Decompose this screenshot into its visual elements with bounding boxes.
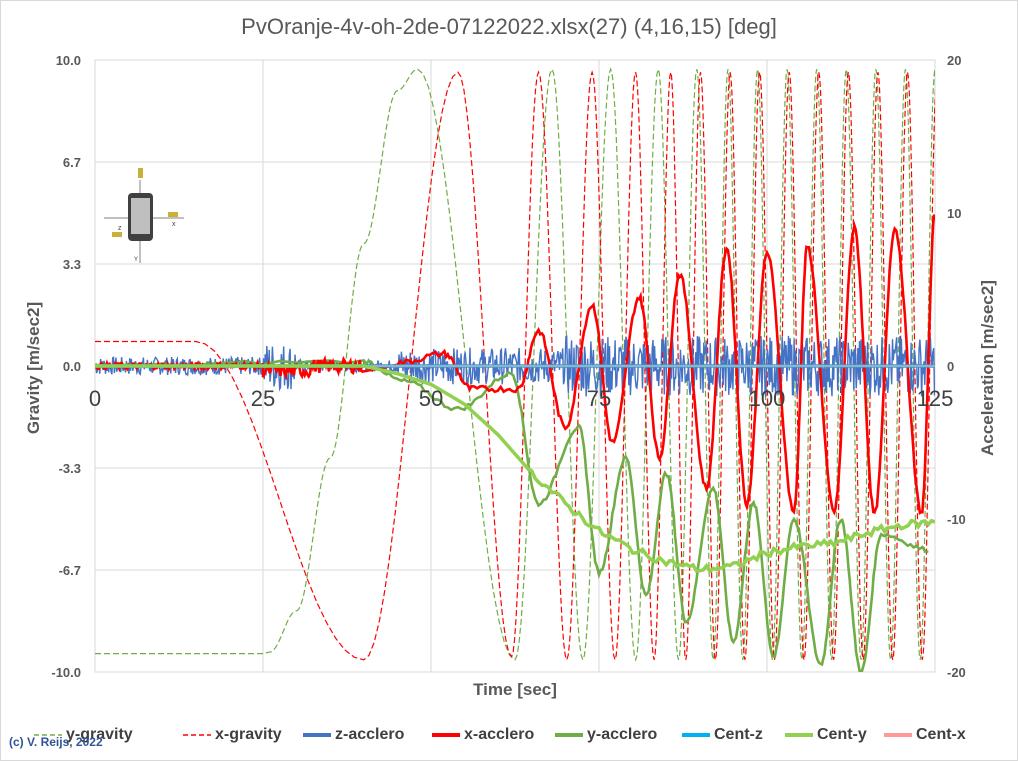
y-tick-label: -6.7 [59,563,81,578]
x-tick-label: 0 [89,386,101,411]
y-tick-label: 0.0 [63,359,81,374]
legend-item-x-gravity: x-gravity [183,724,282,746]
legend-item-cent-x: Cent-x [884,724,966,746]
legend-item-y-acclero: y-acclero [555,724,657,746]
y-acclero-line [95,358,929,672]
series-group [95,66,935,672]
legend-label: x-gravity [215,726,282,743]
legend-swatch [682,733,710,737]
legend-swatch [884,733,912,737]
legend-label: Cent-x [916,726,966,743]
legend-item-cent-y: Cent-y [785,724,867,746]
x-tick-label: 25 [251,386,275,411]
y-axis-title: Gravity [m/sec2] [24,301,43,435]
legend-label: Cent-y [817,726,867,743]
legend-swatch [34,734,62,736]
y-tick-label: 10.0 [56,53,81,68]
x-tick-label: 100 [749,386,786,411]
y-tick-label: -3.3 [59,461,81,476]
svg-text:Y: Y [134,257,138,263]
y2-tick-label: -20 [947,665,966,680]
legend-label: z-acclero [335,726,405,743]
svg-text:z: z [118,225,122,232]
x-axis-title: Time [sec] [473,680,557,699]
y-tick-label: -10.0 [51,665,81,680]
y2-tick-label: 10 [947,206,961,221]
legend-label: x-acclero [464,726,535,743]
y2-tick-label: -10 [947,512,966,527]
legend-swatch [303,733,331,737]
chart-title: PvOranje-4v-oh-2de-07122022.xlsx(27) (4,… [241,14,777,39]
y-tick-label: 6.7 [63,155,81,170]
legend-swatch [555,733,583,737]
x-tick-label: 50 [419,386,443,411]
legend-item-z-acclero: z-acclero [303,724,404,746]
x-tick-label: 125 [917,386,954,411]
copyright-note: (c) V. Reijs, 2022 [9,735,103,749]
legend-item-x-acclero: x-acclero [432,724,534,746]
phone-orientation-icon: x z Y [104,168,184,263]
legend-label: Cent-z [714,726,763,743]
y2-tick-label: 0 [947,359,954,374]
y-tick-label: 3.3 [63,257,81,272]
legend-item-cent-z: Cent-z [682,724,763,746]
legend-swatch [183,734,211,736]
legend-item-y-gravity: y-gravity [34,724,133,746]
legend-swatch [785,733,813,737]
svg-text:x: x [172,221,176,228]
y2-axis-title: Acceleration [m/sec2] [978,280,997,456]
legend-label: y-acclero [587,726,658,743]
x-tick-label: 75 [587,386,611,411]
legend-label: y-gravity [66,726,133,743]
y-gravity-line [95,66,935,662]
chart-legend: y-gravity x-gravity z-acclero x-acclero y-ac… [0,724,1018,746]
y2-tick-label: 20 [947,53,961,68]
cent-y-line [95,364,935,574]
legend-swatch [432,733,460,737]
